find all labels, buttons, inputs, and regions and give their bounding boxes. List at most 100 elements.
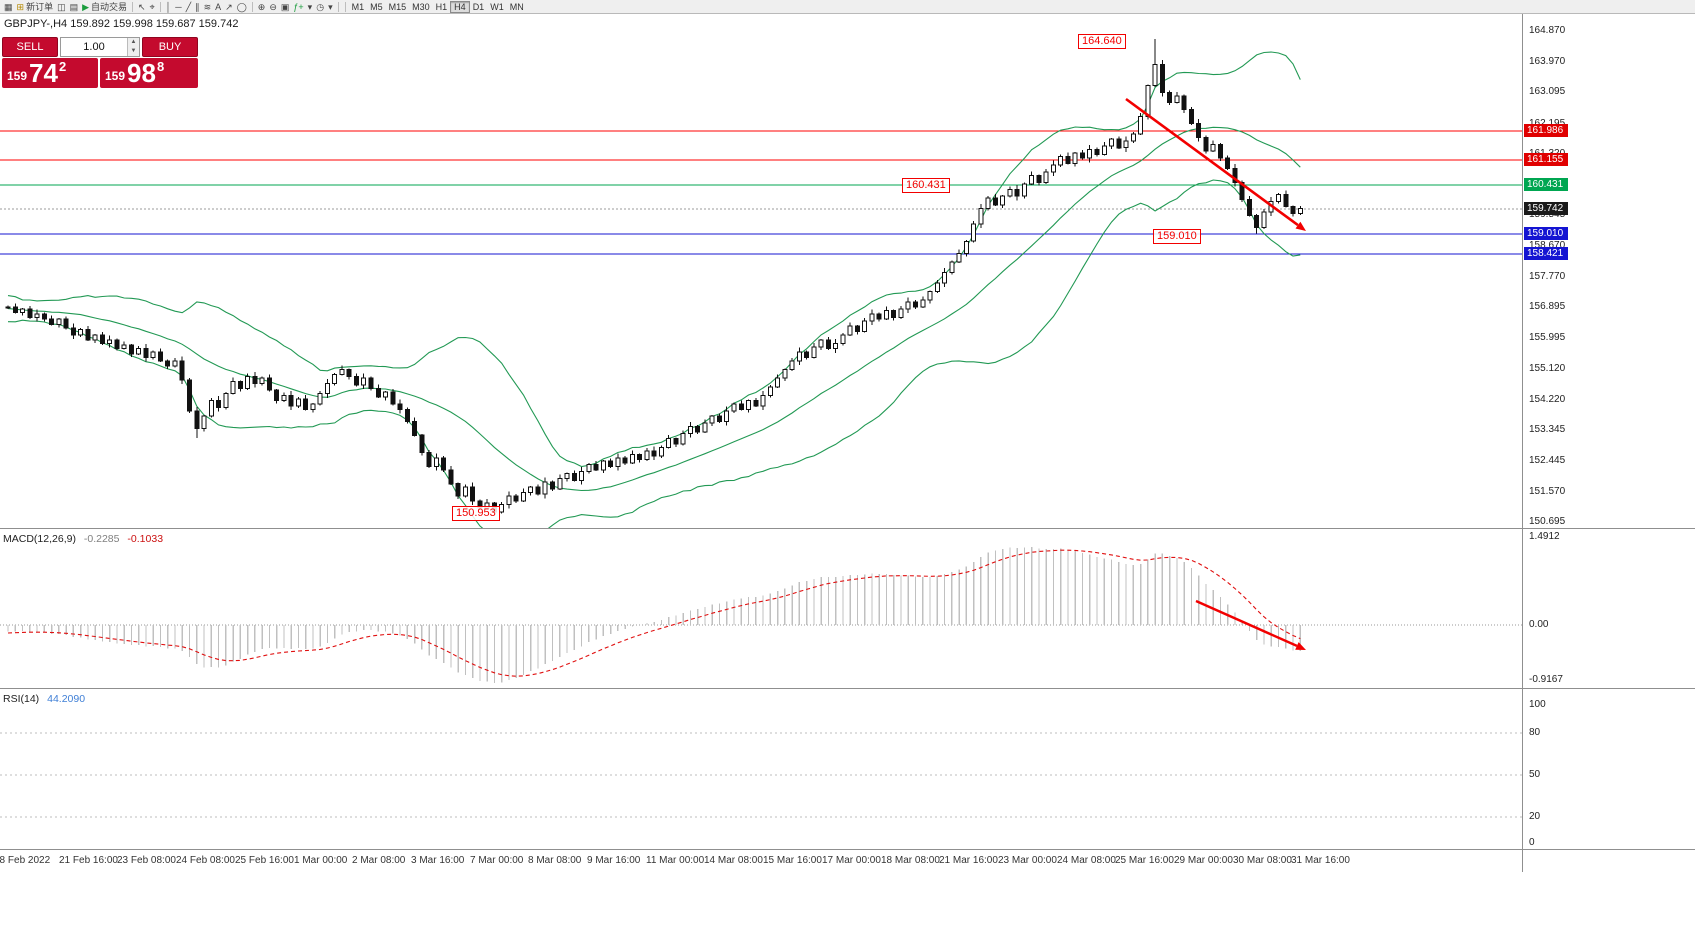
timeframe-d1[interactable]: D1 bbox=[472, 1, 485, 12]
price-tick: 150.695 bbox=[1529, 516, 1566, 527]
fibonacci-icon: ≋ bbox=[203, 1, 212, 12]
trendline-icon[interactable]: ╱ bbox=[184, 1, 193, 13]
price-tick: 153.345 bbox=[1529, 424, 1566, 435]
chart-window-icon: ◫ bbox=[57, 1, 66, 12]
time-label: 23 Mar 00:00 bbox=[998, 855, 1057, 866]
price-tick: 154.220 bbox=[1529, 394, 1566, 405]
crosshair-icon[interactable]: ⌖ bbox=[148, 1, 157, 13]
volume-down-button[interactable]: ▼ bbox=[128, 47, 139, 56]
bollinger-bands[interactable] bbox=[7, 51, 1301, 528]
candles bbox=[5, 39, 1303, 514]
charts-grid-icon[interactable]: ▦ bbox=[2, 1, 15, 13]
rsi-axis-tick: 20 bbox=[1529, 811, 1541, 822]
price-level-badge: 159.010 bbox=[1524, 227, 1568, 240]
indicators-icon[interactable]: ƒ+ bbox=[291, 1, 305, 13]
timeframe-mn[interactable]: MN bbox=[509, 1, 524, 12]
time-label: 17 Mar 00:00 bbox=[822, 855, 881, 866]
profiles-icon[interactable]: ▤ bbox=[68, 1, 81, 13]
low-price-label[interactable]: 150.953 bbox=[452, 506, 500, 521]
price-tick: 155.995 bbox=[1529, 332, 1566, 343]
toolbar-separator bbox=[159, 1, 161, 12]
sell-button[interactable]: SELL bbox=[2, 37, 58, 57]
auto-trading-button-label: 自动交易 bbox=[91, 2, 128, 12]
timeframe-m15[interactable]: M15 bbox=[388, 1, 407, 12]
one-click-trading-panel: SELL 1.00 ▲ ▼ BUY 159 74 2 159 98 8 bbox=[2, 37, 198, 88]
timeframe-h1[interactable]: H1 bbox=[435, 1, 448, 12]
buy-price-pips: 98 bbox=[127, 58, 156, 88]
buy-button[interactable]: BUY bbox=[142, 37, 198, 57]
zoom-in-icon[interactable]: ⊕ bbox=[256, 1, 268, 13]
time-label: 31 Mar 16:00 bbox=[1291, 855, 1350, 866]
chart-window-icon[interactable]: ◫ bbox=[55, 1, 68, 13]
price-axis-border bbox=[1522, 14, 1523, 872]
bid-price-badge: 159.742 bbox=[1524, 202, 1568, 215]
high-price-label[interactable]: 164.640 bbox=[1078, 34, 1126, 49]
time-label: 30 Mar 08:00 bbox=[1233, 855, 1292, 866]
shapes-icon[interactable]: ◯ bbox=[235, 1, 249, 13]
new-order-button[interactable]: ⊞ 新订单 bbox=[15, 1, 56, 13]
volume-input[interactable]: 1.00 ▲ ▼ bbox=[60, 37, 140, 57]
timeframe-h4[interactable]: H4 bbox=[450, 0, 470, 13]
new-order-button: ⊞ bbox=[16, 1, 25, 12]
time-label: 25 Mar 16:00 bbox=[1115, 855, 1174, 866]
sell-price-display[interactable]: 159 74 2 bbox=[2, 58, 98, 88]
support-price-label[interactable]: 159.010 bbox=[1153, 229, 1201, 244]
trend-arrow[interactable] bbox=[1125, 97, 1306, 231]
time-label: 11 Mar 00:00 bbox=[646, 855, 705, 866]
time-label: 3 Mar 16:00 bbox=[411, 855, 465, 866]
tile-windows-icon[interactable]: ▣ bbox=[279, 1, 292, 13]
price-chart[interactable]: GBPJPY-,H4 159.892 159.998 159.687 159.7… bbox=[0, 14, 1522, 528]
macd-panel[interactable]: MACD(12,26,9) -0.2285 -0.1033 bbox=[0, 529, 1522, 688]
macd-axis-tick: 0.00 bbox=[1529, 619, 1549, 630]
rsi-panel[interactable]: RSI(14) 44.2090 bbox=[0, 689, 1522, 849]
time-label: 18 Mar 08:00 bbox=[881, 855, 940, 866]
zoom-in-icon: ⊕ bbox=[257, 1, 266, 12]
toolbar-separator bbox=[132, 1, 134, 12]
sell-price-pips: 74 bbox=[29, 58, 58, 88]
trend-arrow[interactable] bbox=[1195, 599, 1306, 650]
timeframe-w1[interactable]: W1 bbox=[490, 1, 504, 12]
timeframe-m5[interactable]: M5 bbox=[370, 1, 383, 12]
macd-label: MACD(12,26,9) bbox=[3, 533, 76, 545]
indicators-dropdown-icon[interactable]: ▾ bbox=[306, 1, 315, 13]
auto-trading-button[interactable]: ▶ 自动交易 bbox=[80, 1, 129, 13]
volume-value: 1.00 bbox=[83, 41, 105, 53]
volume-up-button[interactable]: ▲ bbox=[128, 38, 139, 47]
arrow-object-icon: ↗ bbox=[225, 1, 233, 12]
macd-header: MACD(12,26,9) -0.2285 -0.1033 bbox=[3, 533, 163, 545]
fibonacci-icon[interactable]: ≋ bbox=[202, 1, 214, 13]
price-tick: 155.120 bbox=[1529, 363, 1566, 374]
horizontal-level-lines[interactable] bbox=[0, 130, 1522, 255]
candlestick-chart[interactable] bbox=[0, 14, 1522, 528]
rsi-label: RSI(14) bbox=[3, 693, 40, 705]
time-label: 24 Feb 08:00 bbox=[176, 855, 235, 866]
rsi-axis-tick: 80 bbox=[1529, 727, 1541, 738]
vertical-line-icon[interactable]: │ bbox=[164, 1, 174, 13]
time-label: 23 Feb 08:00 bbox=[117, 855, 176, 866]
timeframe-m1[interactable]: M1 bbox=[351, 1, 365, 12]
macd-main-value: -0.2285 bbox=[83, 533, 120, 545]
rsi-line-chart[interactable] bbox=[0, 689, 1522, 849]
rsi-value: 44.2090 bbox=[47, 693, 86, 705]
resistance-price-label[interactable]: 160.431 bbox=[902, 178, 950, 193]
toolbar-separator bbox=[337, 1, 339, 12]
zoom-out-icon[interactable]: ⊖ bbox=[267, 1, 279, 13]
price-level-badge: 161.986 bbox=[1524, 124, 1568, 137]
chart-macd-divider bbox=[0, 528, 1695, 529]
horizontal-line-icon[interactable]: ─ bbox=[173, 1, 183, 13]
macd-histogram[interactable] bbox=[0, 529, 1522, 688]
periods-icon[interactable]: ◷ bbox=[314, 1, 326, 13]
price-level-badge: 158.421 bbox=[1524, 247, 1568, 260]
periods-dropdown-icon[interactable]: ▾ bbox=[326, 1, 335, 13]
cursor-icon[interactable]: ↖ bbox=[136, 1, 148, 13]
price-axis[interactable]: 164.870163.970163.095162.195161.320159.5… bbox=[1523, 14, 1695, 872]
text-label-icon[interactable]: A bbox=[213, 1, 223, 13]
crosshair-icon: ⌖ bbox=[149, 1, 155, 12]
channel-icon[interactable]: ∥ bbox=[193, 1, 202, 13]
timeframe-m30[interactable]: M30 bbox=[412, 1, 430, 12]
buy-price-display[interactable]: 159 98 8 bbox=[100, 58, 198, 88]
shapes-icon: ◯ bbox=[236, 1, 247, 12]
horizontal-line-icon: ─ bbox=[175, 1, 182, 12]
arrow-object-icon[interactable]: ↗ bbox=[223, 1, 235, 13]
